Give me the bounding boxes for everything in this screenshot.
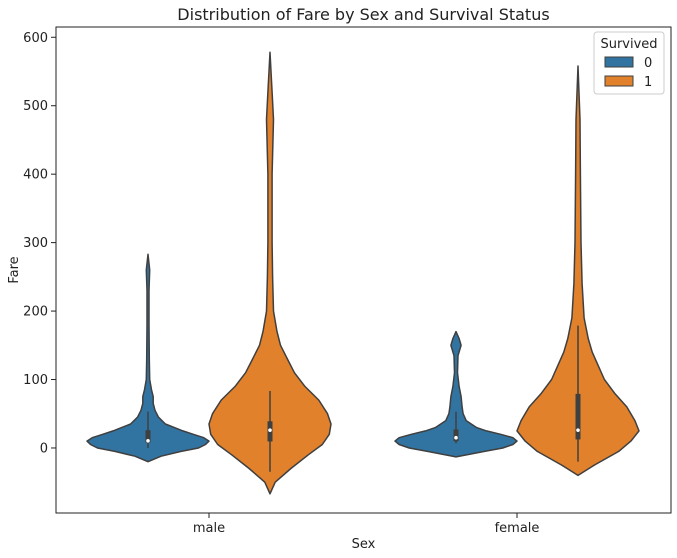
legend: Survived 0 1 [593,31,665,95]
legend-title: Survived [600,37,657,52]
y-tick-label: 300 [23,236,48,251]
y-axis: 0 100 200 300 400 500 600 [23,31,56,456]
x-axis-title: Sex [352,537,376,552]
violins-layer [86,51,640,495]
violin-body [86,253,210,463]
violin-median [146,438,150,443]
y-tick-label: 500 [23,99,48,114]
y-tick-label: 600 [23,31,48,46]
violin-median [454,435,458,440]
legend-label-0: 0 [644,56,652,71]
legend-swatch-1 [604,75,634,87]
violin-female-survived-1 [516,65,640,477]
violin-female-survived-0 [394,330,518,458]
violin-iqr-box [575,393,581,440]
violin-median [268,428,272,432]
violin-male-survived-1 [208,51,332,495]
violin-male-survived-0 [86,253,210,463]
violin-iqr-box [145,430,151,443]
y-tick-label: 400 [23,168,48,183]
violin-iqr-box [453,429,459,442]
x-tick-label-female: female [495,521,540,536]
y-tick-label: 0 [40,441,48,456]
violin-body [516,65,640,477]
x-tick-label-male: male [193,521,225,536]
violin-median [576,428,580,432]
y-tick-label: 100 [23,373,48,388]
legend-swatch-0 [604,56,634,68]
legend-label-1: 1 [644,75,652,90]
y-axis-title: Fare [7,256,22,283]
chart-title: Distribution of Fare by Sex and Survival… [177,5,549,24]
violin-body [208,51,332,495]
y-tick-label: 200 [23,305,48,320]
x-axis: male female [193,513,540,536]
violin-body [394,330,518,458]
